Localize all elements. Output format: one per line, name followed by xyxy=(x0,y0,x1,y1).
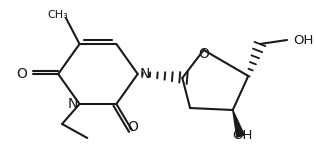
Text: O: O xyxy=(16,67,27,81)
Text: CH₃: CH₃ xyxy=(48,10,69,20)
Text: N: N xyxy=(67,97,78,111)
Text: O: O xyxy=(198,47,209,61)
Polygon shape xyxy=(233,110,244,137)
Text: OH: OH xyxy=(293,33,313,46)
Text: O: O xyxy=(127,120,138,134)
Text: N: N xyxy=(140,67,150,81)
Text: OH: OH xyxy=(232,129,253,142)
